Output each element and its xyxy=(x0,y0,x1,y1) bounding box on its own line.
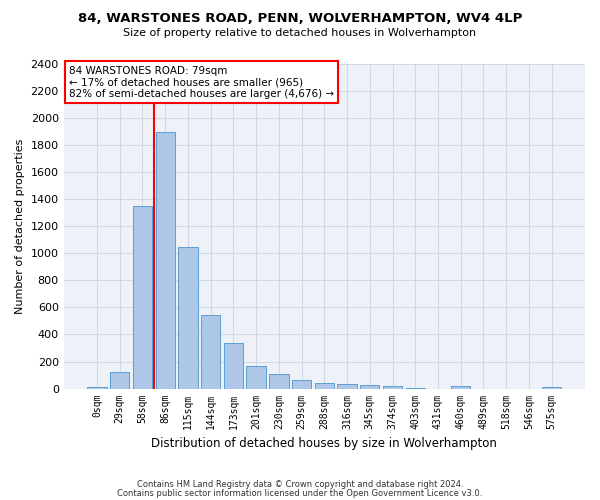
Bar xyxy=(88,386,107,388)
Bar xyxy=(224,342,243,388)
Bar xyxy=(360,385,379,388)
Text: Size of property relative to detached houses in Wolverhampton: Size of property relative to detached ho… xyxy=(124,28,476,38)
Text: Contains public sector information licensed under the Open Government Licence v3: Contains public sector information licen… xyxy=(118,488,482,498)
Bar xyxy=(292,380,311,388)
Bar xyxy=(178,247,197,388)
Bar xyxy=(451,386,470,388)
Bar xyxy=(201,315,220,388)
Bar xyxy=(110,372,130,388)
Bar xyxy=(314,383,334,388)
Bar xyxy=(155,132,175,388)
Bar xyxy=(133,206,152,388)
Bar xyxy=(542,386,562,388)
Bar xyxy=(337,384,357,388)
Bar xyxy=(247,366,266,388)
Y-axis label: Number of detached properties: Number of detached properties xyxy=(15,138,25,314)
Text: 84 WARSTONES ROAD: 79sqm
← 17% of detached houses are smaller (965)
82% of semi-: 84 WARSTONES ROAD: 79sqm ← 17% of detach… xyxy=(69,66,334,99)
Bar xyxy=(269,374,289,388)
X-axis label: Distribution of detached houses by size in Wolverhampton: Distribution of detached houses by size … xyxy=(151,437,497,450)
Bar xyxy=(383,386,402,388)
Text: 84, WARSTONES ROAD, PENN, WOLVERHAMPTON, WV4 4LP: 84, WARSTONES ROAD, PENN, WOLVERHAMPTON,… xyxy=(78,12,522,26)
Text: Contains HM Land Registry data © Crown copyright and database right 2024.: Contains HM Land Registry data © Crown c… xyxy=(137,480,463,489)
